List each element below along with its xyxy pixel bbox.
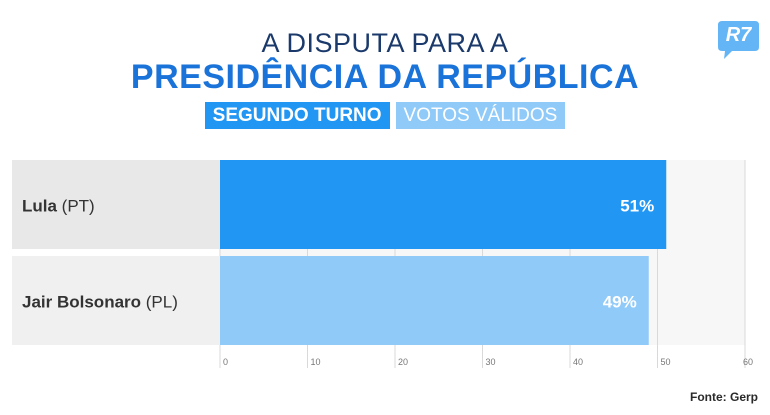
candidate-party: (PT): [57, 197, 95, 216]
value-label: 49%: [603, 293, 637, 312]
candidate-party: (PL): [141, 293, 178, 312]
source-note: Fonte: Gerp: [690, 390, 758, 404]
x-tick-label: 60: [743, 357, 753, 367]
x-tick-label: 50: [661, 357, 671, 367]
value-label: 51%: [620, 197, 654, 216]
category-label-bg: [12, 256, 220, 345]
category-label-bg: [12, 160, 220, 249]
logo-shape-icon: [718, 21, 759, 59]
tag-round: SEGUNDO TURNO: [204, 102, 390, 129]
title-line-2: PRESIDÊNCIA DA REPÚBLICA: [130, 58, 640, 96]
x-tick-label: 40: [573, 357, 583, 367]
x-tick-label: 30: [486, 357, 496, 367]
bar-chart: Lula (PT) 51% Jair Bolsonaro (PL) 49% 0 10 20 3…: [12, 160, 753, 368]
title-line-1: A DISPUTA PARA A: [261, 28, 509, 58]
tag-valid-votes: VOTOS VÁLIDOS: [395, 102, 566, 129]
bar-1: [220, 160, 667, 249]
x-tick-label: 10: [311, 357, 321, 367]
r7-logo: R7: [716, 19, 761, 61]
candidate-name: Lula: [22, 197, 57, 216]
x-tick-label: 20: [398, 357, 408, 367]
category-label: Jair Bolsonaro (PL): [22, 293, 178, 312]
logo-text: R7: [725, 24, 752, 46]
x-tick-label: 0: [223, 357, 228, 367]
category-label: Lula (PT): [22, 197, 95, 216]
subtitle-tags: SEGUNDO TURNO VOTOS VÁLIDOS: [0, 102, 770, 129]
bar-2: [220, 256, 649, 345]
candidate-name: Jair Bolsonaro: [22, 293, 141, 312]
